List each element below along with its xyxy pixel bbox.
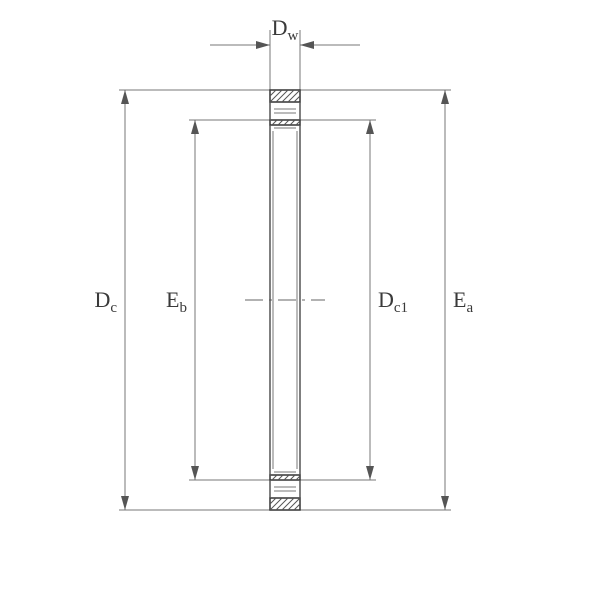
bearing-cross-section-diagram: Dc Eb Dc1 Ea Dw <box>0 0 600 600</box>
dim-label-Dc: Dc <box>94 287 117 316</box>
dim-label-Dw: Dw <box>272 15 299 44</box>
dim-label-Ea: Ea <box>453 287 473 316</box>
dim-label-Eb: Eb <box>166 287 187 316</box>
dim-label-Dc1: Dc1 <box>378 287 408 316</box>
